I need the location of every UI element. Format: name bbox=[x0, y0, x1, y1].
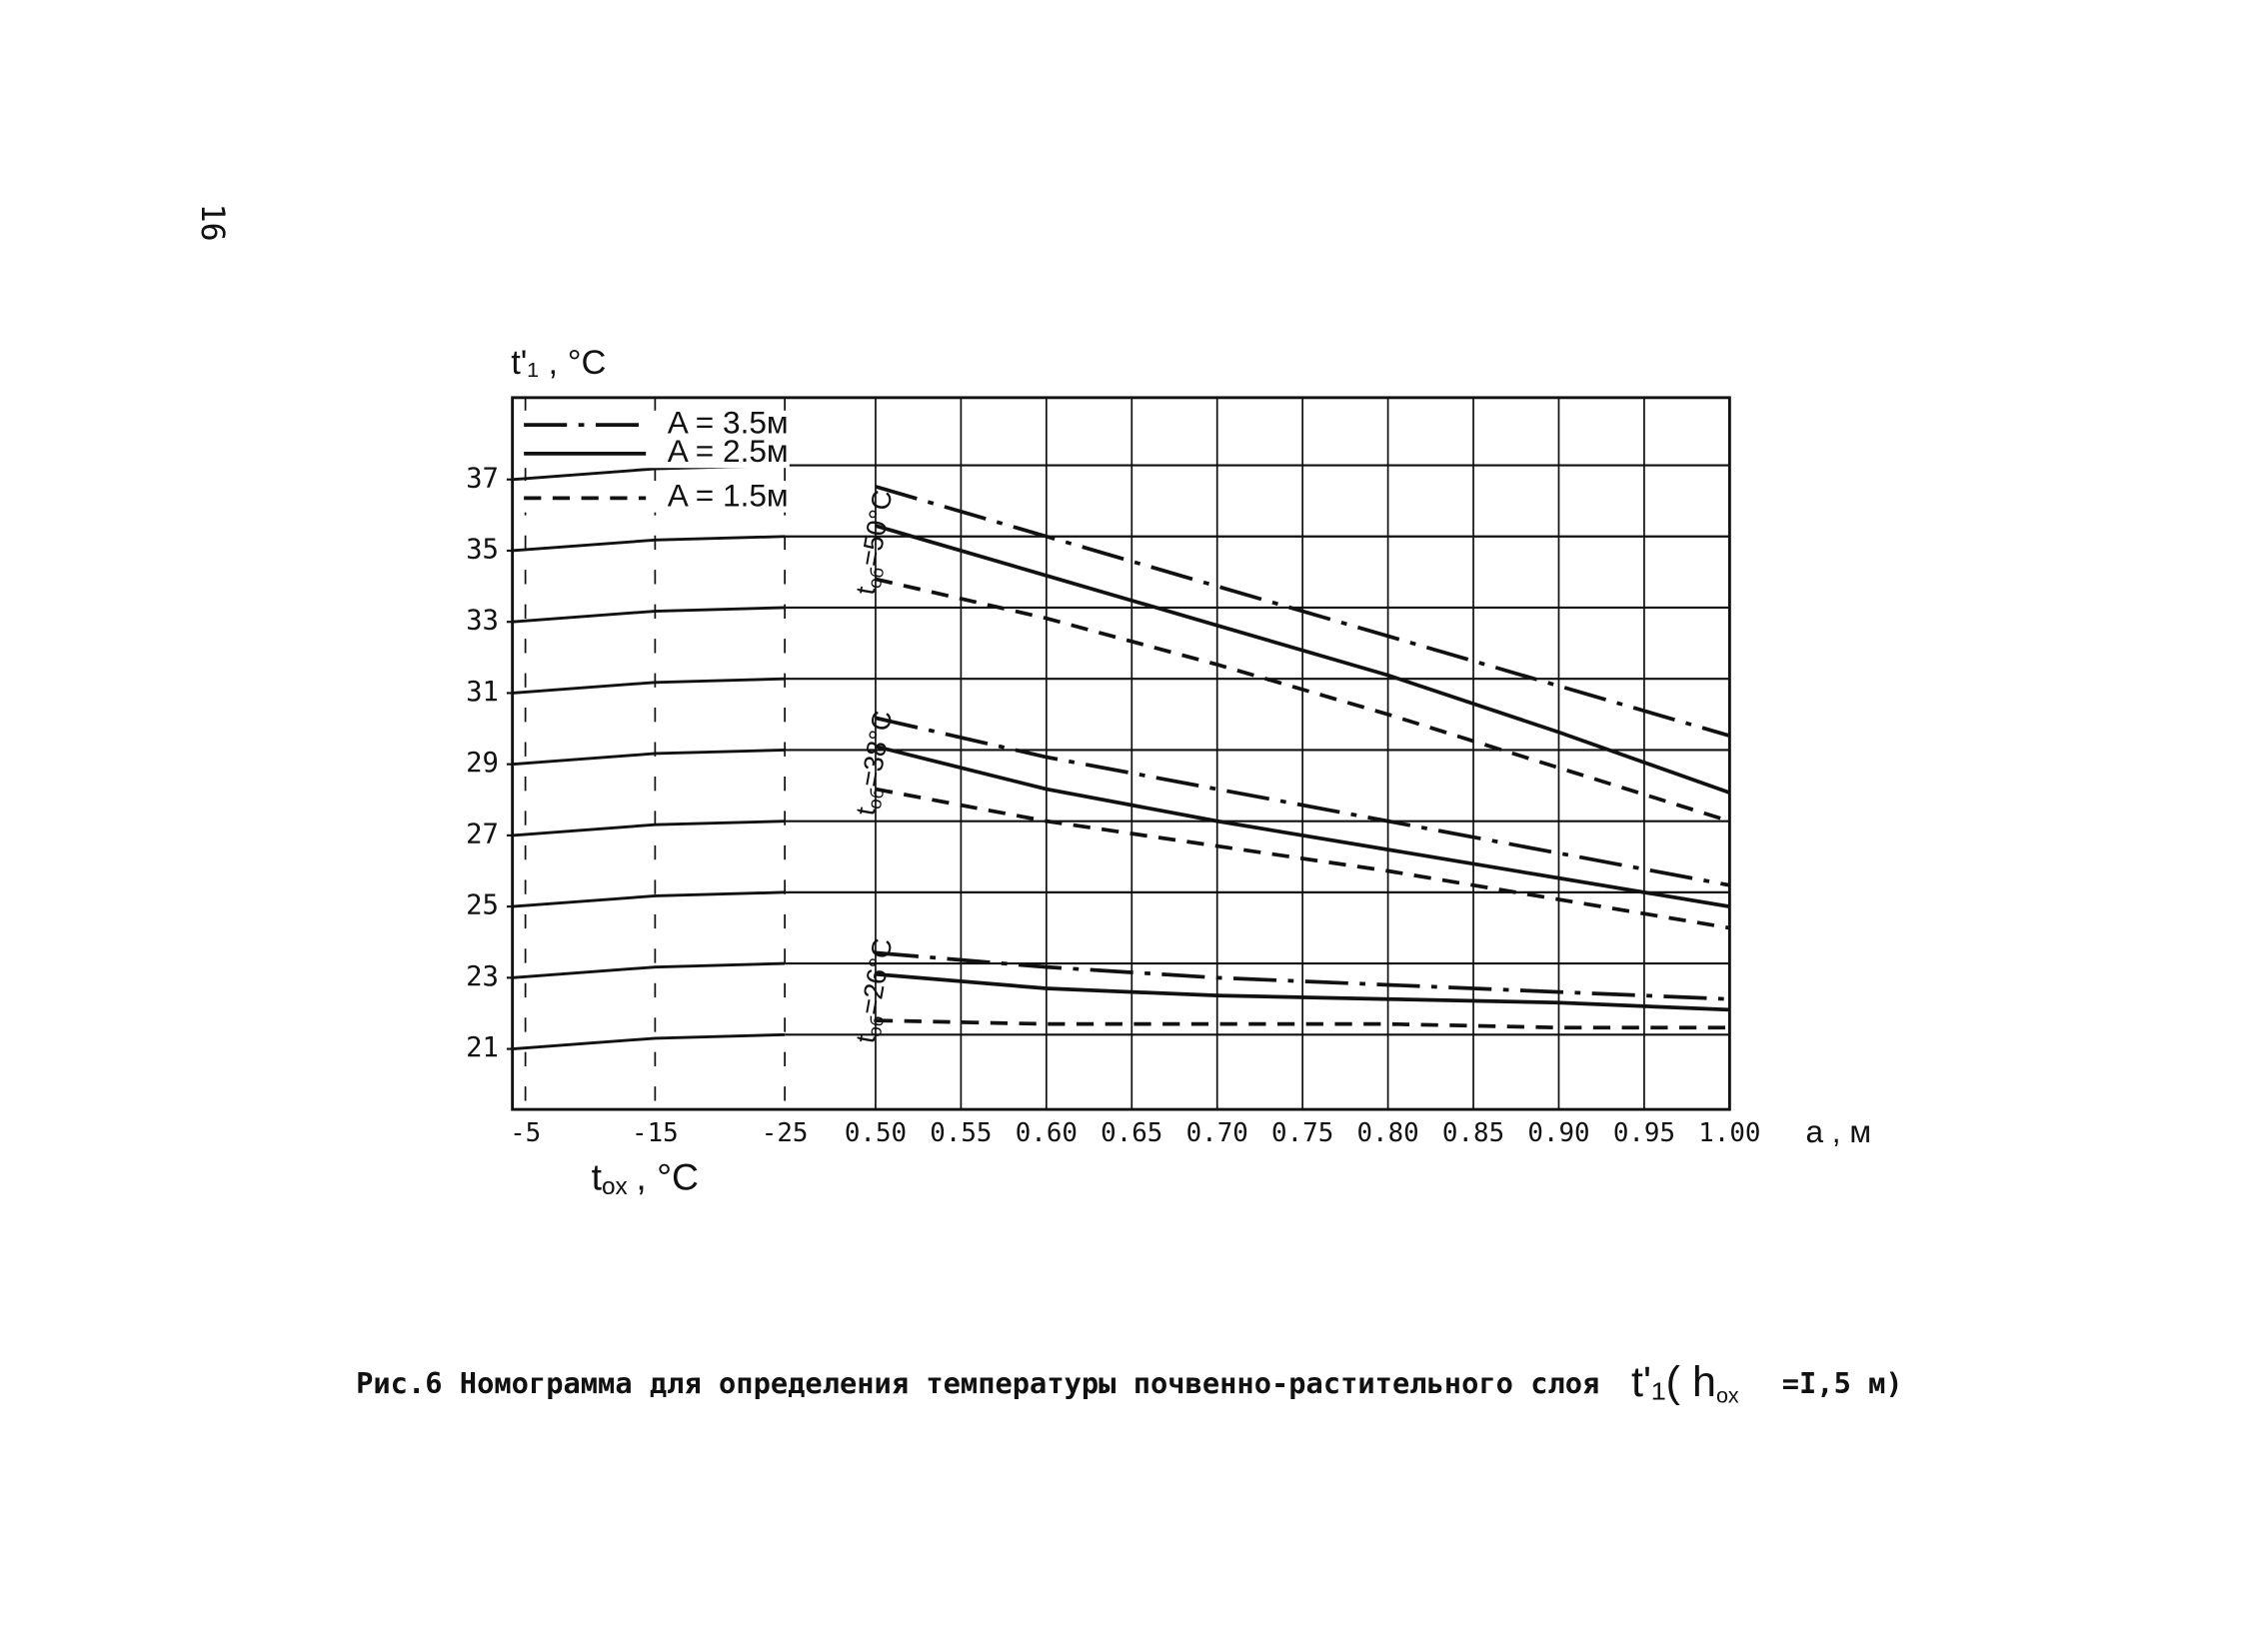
y-tick-label: 29 bbox=[466, 748, 499, 779]
x2-tick-label: 0.75 bbox=[1271, 1118, 1333, 1148]
group-label: tоб=26°C bbox=[850, 936, 902, 1046]
a-curve bbox=[875, 787, 1730, 930]
x2-tick-label: 0.55 bbox=[930, 1118, 992, 1148]
plot-frame bbox=[511, 396, 1731, 1111]
caption-text: Рис.6 Номограмма для определения темпера… bbox=[356, 1366, 1599, 1400]
x2-tick-label: 0.65 bbox=[1101, 1118, 1162, 1148]
caption: Рис.6 Номограмма для определения темпера… bbox=[356, 1358, 1903, 1407]
tox-curve bbox=[512, 961, 786, 979]
group-symbol-sub: об bbox=[864, 566, 888, 590]
y-axis-label: t'₁ , °C bbox=[511, 344, 606, 382]
x2-tick-label: 0.90 bbox=[1527, 1118, 1589, 1148]
x-axis-label-sub: ox bbox=[602, 1174, 628, 1201]
y-tick-label: 21 bbox=[466, 1032, 499, 1063]
tox-curve bbox=[512, 606, 786, 624]
caption-formula: t'₁( h bbox=[1631, 1358, 1716, 1406]
tox-curve bbox=[512, 890, 786, 908]
a-curve bbox=[875, 971, 1730, 1012]
x2-tick-label: 0.70 bbox=[1186, 1118, 1248, 1148]
x2-tick-label: 0.80 bbox=[1356, 1118, 1418, 1148]
tox-curve bbox=[512, 820, 786, 837]
group-label-value: =50°C bbox=[855, 488, 899, 569]
group-symbol-sub: об bbox=[864, 787, 888, 811]
x2-tick-label: 0.95 bbox=[1613, 1118, 1675, 1148]
page-number: 16 bbox=[194, 204, 230, 242]
x2-tick-label: 0.50 bbox=[845, 1118, 907, 1148]
group-label: tоб=50°C bbox=[850, 488, 902, 598]
a-curve bbox=[875, 485, 1730, 738]
x2-tick-label: 0.60 bbox=[1016, 1118, 1078, 1148]
a-curve bbox=[875, 524, 1730, 795]
group-label-value: =26°C bbox=[855, 936, 899, 1017]
x-axis-label-end: , °C bbox=[636, 1155, 699, 1197]
x-tick-label: -5 bbox=[510, 1118, 541, 1148]
y-tick-label: 31 bbox=[466, 677, 499, 708]
x-axis-label: tox , °C bbox=[592, 1155, 699, 1200]
x-axis-label-main: t bbox=[592, 1155, 603, 1197]
y-tick-label: 33 bbox=[466, 606, 499, 637]
group-symbol-sub: об bbox=[864, 1014, 888, 1038]
caption-formula-end: =I,5 м) bbox=[1782, 1366, 1903, 1400]
group-label: tоб=38°C bbox=[850, 709, 902, 819]
x-tick-label: -25 bbox=[762, 1118, 809, 1148]
x-tick-label: -15 bbox=[632, 1118, 679, 1148]
x2-tick-label: 0.85 bbox=[1442, 1118, 1504, 1148]
caption-formula-sub: ox bbox=[1716, 1383, 1739, 1407]
a-curve bbox=[875, 745, 1730, 908]
group-label-value: =38°C bbox=[855, 709, 899, 790]
a-curve bbox=[875, 716, 1730, 887]
y-tick-label: 23 bbox=[466, 961, 499, 992]
x2-axis-label: a , м bbox=[1805, 1113, 1871, 1149]
y-tick-label: 35 bbox=[466, 534, 499, 565]
tox-curve bbox=[512, 1032, 786, 1050]
x2-tick-label: 1.00 bbox=[1698, 1118, 1760, 1148]
tox-curve bbox=[512, 748, 786, 767]
tox-curve bbox=[512, 535, 786, 553]
legend-label: A = 2.5м bbox=[668, 433, 789, 469]
legend-label: A = 3.5м bbox=[668, 404, 789, 440]
a-curve bbox=[875, 577, 1730, 824]
tox-curve bbox=[512, 677, 786, 695]
y-tick-label: 27 bbox=[466, 819, 499, 849]
y-tick-label: 37 bbox=[466, 463, 499, 494]
legend-label: A = 1.5м bbox=[668, 478, 789, 514]
y-tick-label: 25 bbox=[466, 890, 499, 921]
